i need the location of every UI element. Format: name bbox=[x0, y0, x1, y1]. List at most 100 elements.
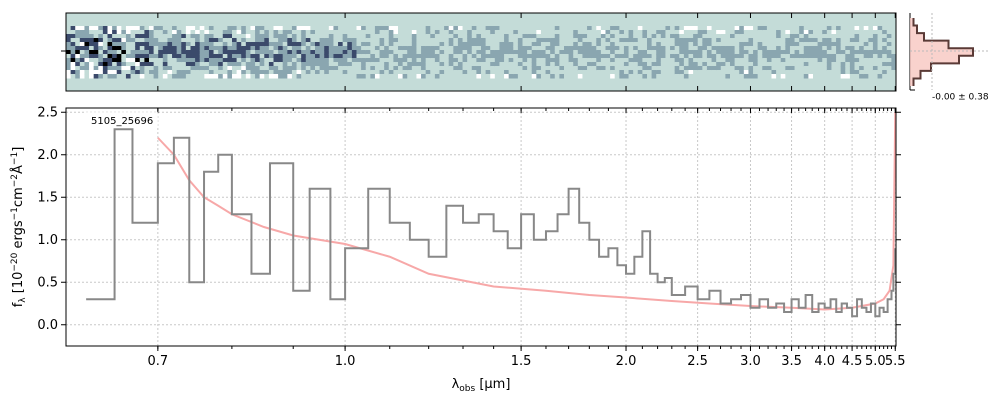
heatmap-cell bbox=[75, 70, 81, 75]
heatmap-cell bbox=[273, 74, 279, 79]
heatmap-cell bbox=[849, 34, 855, 39]
heatmap-cell bbox=[245, 50, 251, 55]
heatmap-cell bbox=[596, 74, 602, 79]
heatmap-cell bbox=[457, 50, 464, 55]
heatmap-cell bbox=[218, 42, 224, 47]
heatmap-cell bbox=[670, 46, 676, 51]
heatmap-cell bbox=[568, 46, 574, 51]
heatmap-cell bbox=[670, 58, 676, 63]
heatmap-cell bbox=[310, 26, 316, 31]
heatmap-cell bbox=[836, 34, 842, 39]
heatmap-cell bbox=[204, 42, 210, 47]
heatmap-cell bbox=[591, 38, 597, 43]
heatmap-cell bbox=[628, 46, 634, 51]
heatmap-cell bbox=[605, 66, 611, 71]
heatmap-cell bbox=[79, 62, 85, 67]
heatmap-cell bbox=[872, 34, 879, 39]
heatmap-cell bbox=[706, 26, 713, 31]
heatmap-cell bbox=[826, 46, 832, 51]
heatmap-cell bbox=[264, 66, 270, 71]
heatmap-cell bbox=[356, 50, 362, 55]
heatmap-cell bbox=[421, 42, 427, 47]
heatmap-cell bbox=[176, 34, 182, 39]
heatmap-cell bbox=[75, 38, 81, 43]
heatmap-cell bbox=[647, 62, 653, 67]
heatmap-cell bbox=[808, 34, 814, 39]
heatmap-cell bbox=[93, 74, 99, 79]
heatmap-cell bbox=[370, 26, 376, 31]
heatmap-cell bbox=[213, 66, 219, 71]
heatmap-cell bbox=[144, 38, 150, 43]
heatmap-cell bbox=[743, 42, 749, 47]
heatmap-cell bbox=[439, 38, 445, 43]
heatmap-cell bbox=[374, 46, 381, 51]
heatmap-cell bbox=[245, 42, 251, 47]
heatmap-cell bbox=[102, 58, 108, 63]
heatmap-cell bbox=[499, 38, 505, 43]
heatmap-cell bbox=[245, 38, 251, 43]
heatmap-cell bbox=[711, 38, 717, 43]
heatmap-cell bbox=[536, 74, 542, 79]
heatmap-cell bbox=[218, 34, 224, 39]
heatmap-cell bbox=[674, 54, 680, 59]
heatmap-cell bbox=[328, 70, 334, 75]
heatmap-cell bbox=[305, 34, 311, 39]
heatmap-cell bbox=[619, 66, 625, 71]
heatmap-cell bbox=[195, 70, 201, 75]
heatmap-cell bbox=[794, 46, 800, 51]
heatmap-cell bbox=[213, 42, 219, 47]
heatmap-cell bbox=[125, 58, 132, 63]
heatmap-cell bbox=[697, 74, 703, 79]
heatmap-cell bbox=[536, 26, 542, 31]
heatmap-cell bbox=[651, 62, 657, 67]
heatmap-cell bbox=[236, 50, 242, 55]
heatmap-cell bbox=[361, 74, 367, 79]
heatmap-cell bbox=[716, 66, 722, 71]
heatmap-cell bbox=[89, 50, 95, 55]
heatmap-cell bbox=[789, 54, 796, 59]
heatmap-cell bbox=[693, 42, 699, 47]
heatmap-cell bbox=[434, 42, 440, 47]
heatmap-cell bbox=[259, 70, 265, 75]
heatmap-cell bbox=[674, 70, 680, 75]
heatmap-cell bbox=[153, 58, 159, 63]
heatmap-cell bbox=[448, 34, 454, 39]
heatmap-cell bbox=[679, 62, 685, 67]
heatmap-cell bbox=[587, 70, 593, 75]
heatmap-cell bbox=[453, 26, 459, 31]
heatmap-cell bbox=[762, 50, 768, 55]
heatmap-cell bbox=[799, 58, 805, 63]
heatmap-cell bbox=[430, 70, 436, 75]
heatmap-cell bbox=[204, 34, 210, 39]
heatmap-cell bbox=[582, 42, 588, 47]
heatmap-cell bbox=[315, 38, 321, 43]
heatmap-cell bbox=[720, 62, 726, 67]
heatmap-cell bbox=[255, 54, 261, 59]
heatmap-cell bbox=[494, 30, 500, 35]
heatmap-cell bbox=[614, 58, 620, 63]
heatmap-cell bbox=[471, 70, 477, 75]
heatmap-cell bbox=[402, 30, 408, 35]
heatmap-cell bbox=[886, 62, 892, 67]
heatmap-cell bbox=[683, 62, 689, 67]
heatmap-cell bbox=[66, 34, 72, 39]
heatmap-cell bbox=[554, 54, 560, 59]
heatmap-cell bbox=[467, 66, 473, 71]
heatmap-cell bbox=[351, 66, 357, 71]
heatmap-cell bbox=[656, 38, 662, 43]
heatmap-cell bbox=[596, 58, 602, 63]
heatmap-cell bbox=[135, 66, 141, 71]
heatmap-cell bbox=[647, 46, 653, 51]
heatmap-cell bbox=[891, 38, 896, 43]
heatmap-cell bbox=[282, 66, 288, 71]
heatmap-cell bbox=[813, 26, 819, 31]
heatmap-cell bbox=[817, 50, 823, 55]
heatmap-cell bbox=[877, 66, 883, 71]
heatmap-cell bbox=[706, 70, 713, 75]
heatmap-cell bbox=[162, 42, 168, 47]
heatmap-cell bbox=[545, 58, 551, 63]
heatmap-cell bbox=[149, 58, 155, 63]
heatmap-cell bbox=[227, 66, 233, 71]
heatmap-cell bbox=[776, 30, 782, 35]
heatmap-cell bbox=[227, 26, 233, 31]
